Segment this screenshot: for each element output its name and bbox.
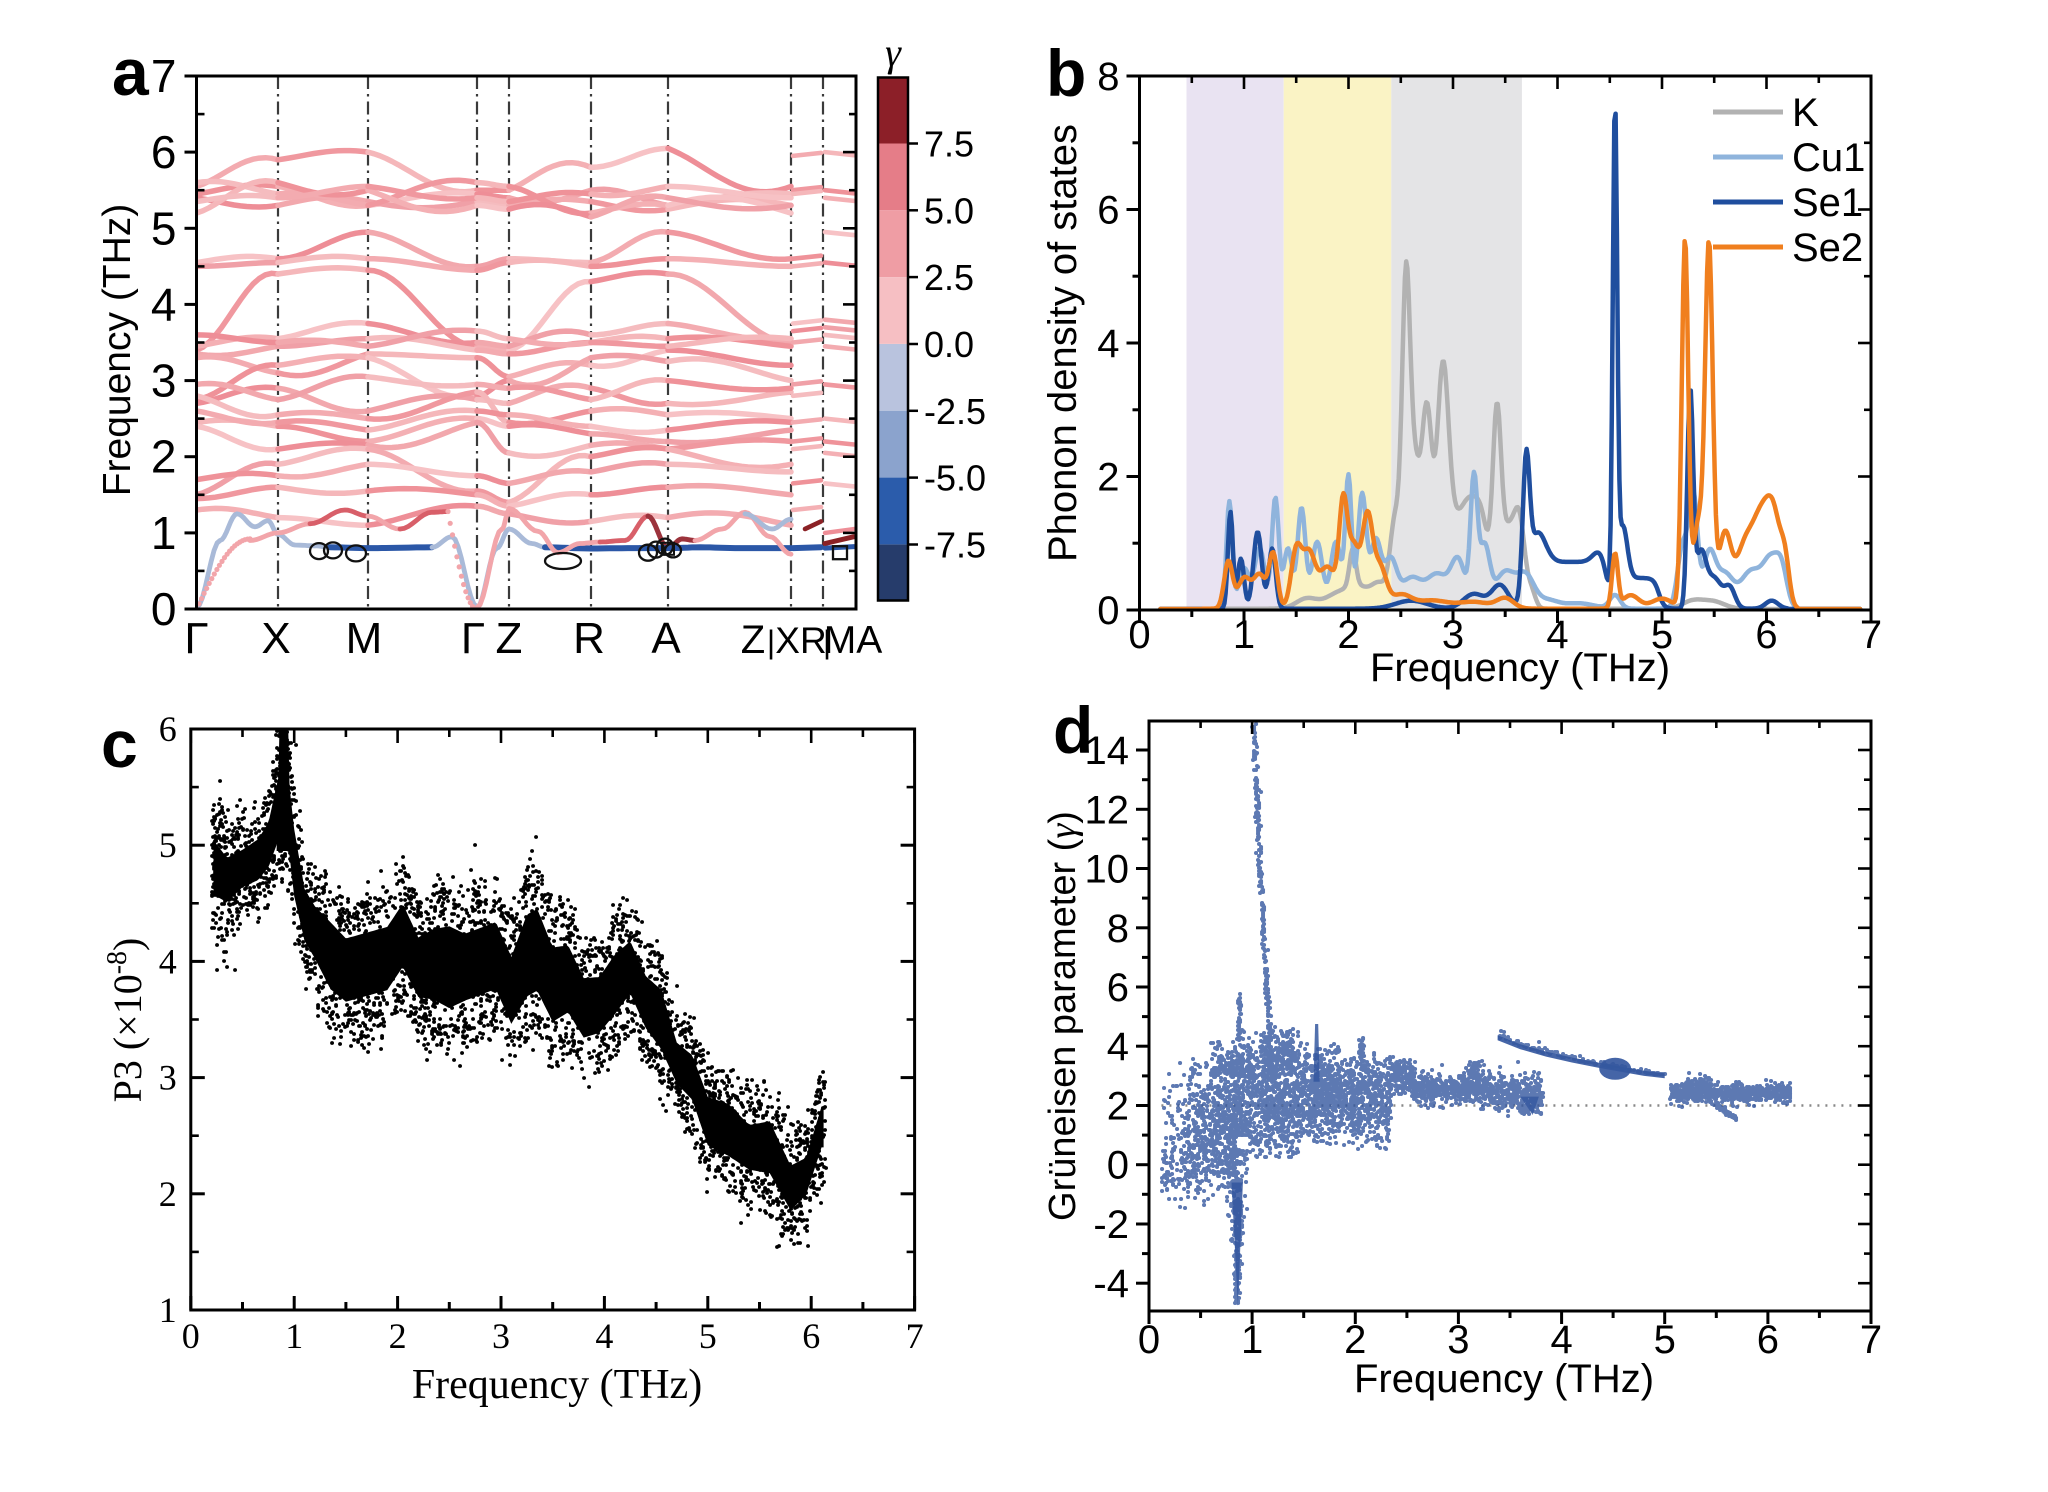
svg-text:1: 1 <box>1233 613 1255 657</box>
svg-text:5: 5 <box>1651 613 1673 657</box>
svg-text:a: a <box>112 35 150 109</box>
svg-text:Z: Z <box>496 614 523 663</box>
svg-text:Γ: Γ <box>461 614 485 663</box>
svg-text:c: c <box>101 707 138 781</box>
svg-text:-5.0: -5.0 <box>924 458 986 499</box>
svg-text:5: 5 <box>151 202 177 254</box>
svg-text:4: 4 <box>1550 1318 1572 1362</box>
svg-text:b: b <box>1046 36 1086 110</box>
svg-text:3: 3 <box>151 355 177 407</box>
svg-text:K: K <box>1792 91 1819 135</box>
svg-text:0: 0 <box>1138 1318 1160 1362</box>
svg-text:|: | <box>767 624 775 660</box>
svg-text:Cu1: Cu1 <box>1792 136 1865 180</box>
svg-text:7: 7 <box>1860 1318 1882 1362</box>
svg-text:8: 8 <box>1097 55 1119 99</box>
svg-text:10: 10 <box>1085 848 1130 892</box>
svg-text:6: 6 <box>802 1316 820 1356</box>
svg-text:Se1: Se1 <box>1792 181 1863 225</box>
svg-text:2: 2 <box>389 1316 407 1356</box>
svg-text:6: 6 <box>151 126 177 178</box>
svg-text:A: A <box>651 614 681 663</box>
svg-text:-4: -4 <box>1093 1262 1129 1306</box>
svg-text:2.5: 2.5 <box>924 257 974 298</box>
svg-text:12: 12 <box>1085 788 1130 832</box>
svg-text:0.0: 0.0 <box>924 324 974 365</box>
svg-text:4: 4 <box>595 1316 613 1356</box>
svg-text:-7.5: -7.5 <box>924 525 986 566</box>
svg-text:4: 4 <box>1107 1025 1129 1069</box>
svg-text:6: 6 <box>1757 1318 1779 1362</box>
svg-text:d: d <box>1053 693 1093 767</box>
svg-text:4: 4 <box>151 278 177 330</box>
svg-text:6: 6 <box>159 709 177 749</box>
svg-text:1: 1 <box>159 1290 177 1330</box>
svg-text:7.5: 7.5 <box>924 124 974 165</box>
svg-text:5: 5 <box>159 825 177 865</box>
svg-text:2: 2 <box>1344 1318 1366 1362</box>
svg-text:14: 14 <box>1085 729 1130 773</box>
svg-text:5.0: 5.0 <box>924 190 974 231</box>
svg-text:7: 7 <box>1860 613 1882 657</box>
svg-text:R: R <box>573 614 605 663</box>
svg-text:5: 5 <box>699 1316 717 1356</box>
svg-text:Frequency (THz): Frequency (THz) <box>1354 1357 1654 1401</box>
svg-text:P3 (×10-8): P3 (×10-8) <box>102 938 151 1103</box>
svg-text:0: 0 <box>151 583 177 635</box>
svg-text:4: 4 <box>1097 322 1119 366</box>
svg-text:MA: MA <box>824 619 883 662</box>
svg-text:-2.5: -2.5 <box>924 391 986 432</box>
svg-text:6: 6 <box>1107 966 1129 1010</box>
svg-text:0: 0 <box>1107 1144 1129 1188</box>
svg-text:Γ: Γ <box>184 614 208 663</box>
svg-text:3: 3 <box>1447 1318 1469 1362</box>
svg-text:Phonon density of states: Phonon density of states <box>1041 124 1085 562</box>
svg-text:2: 2 <box>1107 1085 1129 1129</box>
svg-text:0: 0 <box>1128 613 1150 657</box>
svg-text:5: 5 <box>1654 1318 1676 1362</box>
svg-text:4: 4 <box>159 941 177 981</box>
svg-text:8: 8 <box>1107 907 1129 951</box>
svg-text:2: 2 <box>151 431 177 483</box>
svg-text:7: 7 <box>906 1316 924 1356</box>
svg-text:2: 2 <box>159 1174 177 1214</box>
svg-text:7: 7 <box>151 50 177 102</box>
svg-text:Frequency (THz): Frequency (THz) <box>1370 646 1670 690</box>
svg-text:-2: -2 <box>1093 1203 1129 1247</box>
svg-text:Grüneisen parameter (γ): Grüneisen parameter (γ) <box>1042 811 1084 1221</box>
svg-text:6: 6 <box>1097 189 1119 233</box>
svg-text:X: X <box>261 614 290 663</box>
svg-text:Frequency (THz): Frequency (THz) <box>96 204 139 497</box>
svg-text:Frequency (THz): Frequency (THz) <box>412 1362 702 1408</box>
svg-text:0: 0 <box>1097 589 1119 633</box>
svg-text:1: 1 <box>1241 1318 1263 1362</box>
svg-text:2: 2 <box>1097 456 1119 500</box>
svg-text:0: 0 <box>182 1316 200 1356</box>
svg-text:M: M <box>346 614 383 663</box>
svg-text:3: 3 <box>492 1316 510 1356</box>
svg-text:1: 1 <box>285 1316 303 1356</box>
svg-text:γ: γ <box>885 30 902 75</box>
svg-text:|: | <box>823 624 831 660</box>
svg-text:XR: XR <box>775 620 826 661</box>
svg-text:Z: Z <box>741 618 765 662</box>
svg-text:4: 4 <box>1546 613 1568 657</box>
svg-text:Se2: Se2 <box>1792 226 1863 270</box>
svg-text:6: 6 <box>1755 613 1777 657</box>
svg-text:3: 3 <box>159 1058 177 1098</box>
svg-text:1: 1 <box>151 507 177 559</box>
svg-text:3: 3 <box>1442 613 1464 657</box>
svg-text:2: 2 <box>1337 613 1359 657</box>
